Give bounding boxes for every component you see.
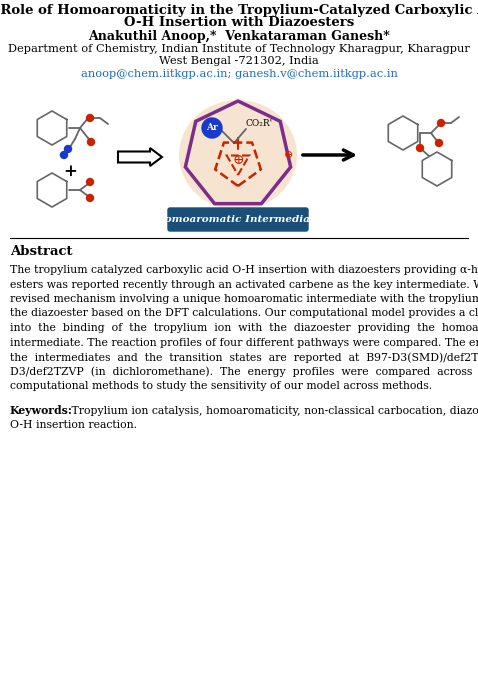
Text: the  intermediates  and  the  transition  states  are  reported  at  B97-D3(SMD): the intermediates and the transition sta… <box>10 352 478 363</box>
Text: Ar: Ar <box>206 122 218 132</box>
Text: Homoaromatic Intermediate: Homoaromatic Intermediate <box>155 214 321 223</box>
Text: +: + <box>63 163 77 180</box>
Circle shape <box>416 144 424 151</box>
Text: ⊕: ⊕ <box>283 150 293 160</box>
Circle shape <box>435 139 443 146</box>
Text: Abstract: Abstract <box>10 245 73 258</box>
Circle shape <box>65 146 72 153</box>
Text: esters was reported recently through an activated carbene as the key intermediat: esters was reported recently through an … <box>10 279 478 290</box>
Text: computational methods to study the sensitivity of our model across methods.: computational methods to study the sensi… <box>10 381 432 391</box>
Text: West Bengal -721302, India: West Bengal -721302, India <box>159 56 319 66</box>
Text: revised mechanism involving a unique homoaromatic intermediate with the tropyliu: revised mechanism involving a unique hom… <box>10 294 478 304</box>
Text: anoop@chem.iitkgp.ac.in; ganesh.v@chem.iitkgp.ac.in: anoop@chem.iitkgp.ac.in; ganesh.v@chem.i… <box>81 69 397 79</box>
FancyBboxPatch shape <box>168 208 308 231</box>
Text: the diazoester based on the DFT calculations. Our computational model provides a: the diazoester based on the DFT calculat… <box>10 309 478 318</box>
Text: Tropylium ion catalysis, homoaromaticity, non-classical carbocation, diazoester,: Tropylium ion catalysis, homoaromaticity… <box>68 405 478 416</box>
Text: O-H Insertion with Diazoesters: O-H Insertion with Diazoesters <box>124 16 354 29</box>
Circle shape <box>87 139 95 146</box>
Text: D3/def2TZVP  (in  dichloromethane).  The  energy  profiles  were  compared  acro: D3/def2TZVP (in dichloromethane). The en… <box>10 367 478 377</box>
Text: Keywords:: Keywords: <box>10 405 73 416</box>
Ellipse shape <box>179 100 297 210</box>
Text: O-H insertion reaction.: O-H insertion reaction. <box>10 420 137 430</box>
Text: into  the  binding  of  the  tropylium  ion  with  the  diazoester  providing  t: into the binding of the tropylium ion wi… <box>10 323 478 333</box>
Circle shape <box>87 115 94 122</box>
Circle shape <box>202 118 222 138</box>
Text: CO₂R': CO₂R' <box>246 120 273 129</box>
Text: Department of Chemistry, Indian Institute of Technology Kharagpur, Kharagpur: Department of Chemistry, Indian Institut… <box>8 44 470 54</box>
Text: ⊕: ⊕ <box>232 153 244 167</box>
Circle shape <box>61 151 67 158</box>
Circle shape <box>87 195 94 202</box>
Text: Anakuthil Anoop,*  Venkataraman Ganesh*: Anakuthil Anoop,* Venkataraman Ganesh* <box>88 30 390 43</box>
Text: The Role of Homoaromaticity in the Tropylium-Catalyzed Carboxylic Acid: The Role of Homoaromaticity in the Tropy… <box>0 4 478 17</box>
Text: The tropylium catalyzed carboxylic acid O-H insertion with diazoesters providing: The tropylium catalyzed carboxylic acid … <box>10 265 478 275</box>
Text: intermediate. The reaction profiles of four different pathways were compared. Th: intermediate. The reaction profiles of f… <box>10 337 478 347</box>
Circle shape <box>87 178 94 186</box>
FancyArrow shape <box>118 148 162 166</box>
Circle shape <box>437 120 445 127</box>
